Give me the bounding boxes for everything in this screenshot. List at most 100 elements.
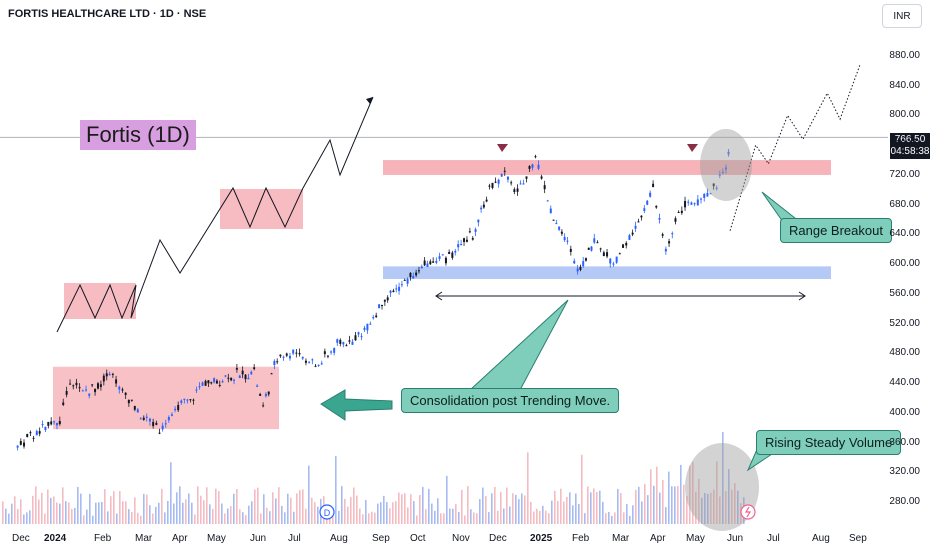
candle [136,409,139,413]
volume-bar [206,487,208,524]
volume-bar [347,506,349,524]
y-tick-label: 480.00 [889,347,920,359]
volume-bar [629,515,631,524]
x-tick-label: Feb [572,533,590,544]
y-tick-label: 400.00 [889,406,920,418]
candle [712,183,715,187]
candle [403,279,406,281]
candle [320,363,323,365]
y-tick-label: 440.00 [889,377,920,389]
volume-bar [185,499,187,524]
volume-bar [278,487,280,524]
volume-bar [569,492,571,524]
volume-bar [545,510,547,524]
support-zone [383,266,831,279]
candle [457,244,460,248]
volume-bar [566,496,568,524]
volume-bar [470,509,472,524]
candle [180,400,183,403]
volume-bar [134,497,136,524]
volume-bar [401,494,403,524]
candle [267,391,270,395]
volume-bar [536,508,538,524]
candle [16,445,19,448]
volume-bar [71,508,73,524]
candle [221,381,224,383]
candle [189,399,192,401]
candle [560,231,563,234]
candle [497,179,500,184]
volume-bar [521,493,523,524]
currency-selector[interactable]: INR [882,4,922,28]
volume-bar [233,493,235,524]
x-tick-label: Apr [650,533,666,544]
x-tick-label: Sep [372,533,390,544]
candle [29,432,32,434]
candle [333,347,336,353]
candle [625,242,628,246]
candle [448,251,451,254]
x-tick-label: Apr [172,533,188,544]
x-tick-label: Oct [410,533,426,544]
candle [351,341,354,345]
x-tick-label: Mar [612,533,630,544]
volume-bar [359,508,361,524]
candle [423,260,426,266]
volume-bar [65,501,67,524]
candle [218,384,221,386]
volume-bar [377,503,379,524]
volume-bar [695,491,697,524]
volume-bar [467,486,469,524]
candle [463,238,466,242]
candle [38,431,41,434]
volume-bar [668,471,670,524]
volume-bar [605,513,607,524]
candle [674,218,677,222]
pattern-box-1 [64,283,136,319]
volume-bar [713,489,715,524]
volume-bar [395,501,397,524]
volume-bar [44,513,46,524]
candle [111,373,114,375]
volume-bar [161,488,163,524]
volume-highlight [685,443,759,531]
candle [576,268,579,272]
volume-bar [716,461,718,524]
volume-bar [476,513,478,524]
candle [139,418,142,420]
candle [326,355,329,357]
candle [510,182,513,184]
candle [65,390,68,395]
volume-bar [239,509,241,524]
volume-bar [8,513,10,524]
x-tick-label: Jul [767,533,780,544]
candle [593,238,596,243]
volume-bar [371,511,373,524]
candle [693,203,696,205]
volume-bar [578,504,580,524]
candle [244,374,247,380]
volume-bar [452,508,454,524]
volume-bar [503,508,505,524]
candle [145,416,148,418]
volume-bar [602,501,604,524]
candle [348,340,351,342]
candle [441,254,444,256]
volume-bar [143,493,145,524]
candle [247,377,250,380]
volume-bar [50,497,52,524]
volume-bar [290,497,292,524]
volume-bar [2,501,4,524]
candle [506,176,509,180]
candle [72,385,75,387]
volume-bar [59,503,61,524]
volume-bar [425,509,427,524]
candle [354,335,357,341]
candle [690,202,693,205]
volume-bar [17,508,19,524]
volume-bar [593,488,595,524]
candle [35,431,38,436]
volume-bar [404,493,406,524]
volume-bar [299,490,301,524]
candle [273,360,276,365]
